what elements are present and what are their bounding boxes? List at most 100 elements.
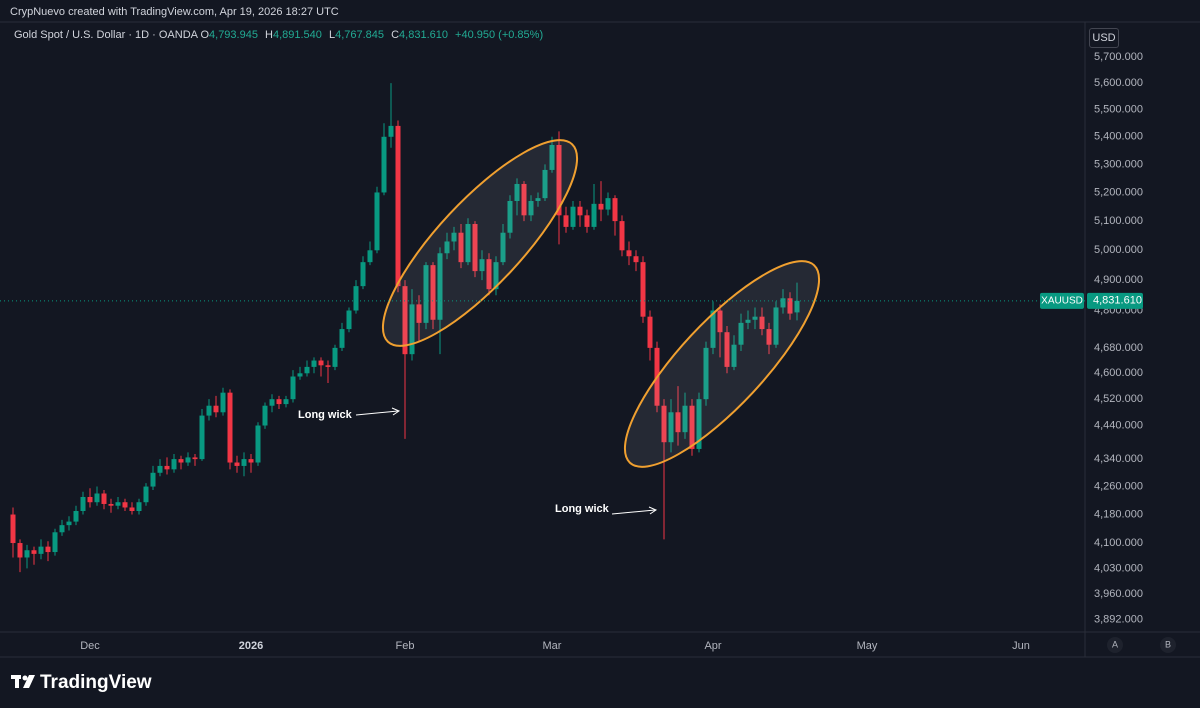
ohlc-key: H: [265, 29, 273, 41]
candle-body: [339, 329, 345, 348]
candle-body: [479, 259, 485, 272]
candle-body: [465, 223, 471, 263]
candle-body: [563, 215, 569, 227]
currency-button[interactable]: USD: [1089, 28, 1119, 48]
candle-body: [514, 183, 520, 201]
candle-body: [304, 366, 310, 374]
candle-body: [332, 347, 338, 367]
candle-body: [451, 232, 457, 242]
candle-body: [500, 232, 506, 263]
candle-body: [619, 221, 625, 251]
candle-body: [696, 399, 702, 449]
candle-body: [717, 310, 723, 333]
candle-body: [661, 405, 667, 443]
candle-body: [682, 405, 688, 433]
candle-body: [521, 183, 527, 216]
ohlc-key: L: [328, 29, 336, 41]
change: +40.950 (+0.85%): [455, 29, 544, 41]
candle-body: [633, 256, 639, 263]
candle-body: [738, 322, 744, 345]
candle-body: [374, 192, 380, 251]
candle-body: [59, 525, 65, 533]
candle-body: [409, 304, 415, 355]
candle-body: [689, 405, 695, 449]
last-price-box: [1087, 292, 1143, 309]
candle-body: [255, 425, 261, 463]
candle-body: [52, 532, 58, 553]
scale-button-label[interactable]: A: [1112, 639, 1118, 649]
candle-body: [752, 316, 758, 320]
logo-shape: [22, 675, 28, 681]
x-tick-label: May: [857, 640, 878, 652]
scale-button[interactable]: [1107, 637, 1123, 653]
credit: CrypNuevo created with TradingView.com, …: [10, 6, 339, 18]
last-price-label: 4,831.610: [1093, 295, 1142, 307]
y-tick-label: 5,500.000: [1094, 104, 1143, 116]
candle-body: [605, 198, 611, 210]
ohlc-key: O: [200, 29, 210, 41]
ohlc-value: 4,891.540: [272, 29, 322, 41]
annotation-arrowhead: [648, 506, 658, 515]
candle-body: [794, 300, 800, 313]
candle-body: [241, 459, 247, 466]
candle-body: [430, 265, 436, 320]
x-tick-label: Jun: [1012, 640, 1030, 652]
scale-button[interactable]: [1160, 637, 1176, 653]
candle-body: [171, 459, 177, 470]
candle-body: [745, 319, 751, 323]
candle-body: [787, 298, 793, 314]
candle-body: [766, 329, 772, 345]
candle-body: [395, 125, 401, 287]
candle-body: [423, 265, 429, 323]
candle-body: [73, 510, 79, 522]
candle-body: [17, 543, 23, 558]
candle-body: [598, 203, 604, 210]
candle-body: [444, 241, 450, 254]
candle-body: [647, 316, 653, 348]
candle-body: [220, 392, 226, 413]
candle-body: [108, 503, 114, 506]
annotation-arrow: [611, 509, 656, 515]
candle-body: [367, 250, 373, 263]
highlight-ellipse: [381, 139, 579, 347]
candle-body: [528, 200, 534, 216]
y-tick-label: 5,200.000: [1094, 186, 1143, 198]
candle-body: [150, 472, 156, 487]
candle-body: [66, 521, 72, 526]
background: [0, 22, 1200, 708]
candle-body: [157, 465, 163, 473]
x-tick-label: Mar: [543, 640, 562, 652]
candle-body: [262, 405, 268, 426]
symbol-title: Gold Spot / U.S. Dollar · 1D · OANDA: [14, 29, 198, 41]
candle-body: [703, 347, 709, 400]
candle-body: [24, 550, 30, 558]
ohlc-value: 4,793.945: [209, 29, 258, 41]
candle-body: [325, 365, 331, 367]
candle-body: [122, 502, 128, 508]
candle-body: [318, 360, 324, 366]
candle-body: [10, 514, 16, 544]
y-tick-label: 4,030.000: [1094, 562, 1143, 574]
candle-body: [185, 457, 191, 463]
candle-body: [542, 169, 548, 199]
x-tick-label: Feb: [396, 640, 415, 652]
scale-button-label[interactable]: B: [1165, 639, 1171, 649]
logo-shape: [15, 675, 19, 688]
annotation: Long wick: [298, 409, 353, 421]
candle-body: [549, 145, 555, 170]
candle-body: [192, 457, 198, 460]
candle-body: [311, 360, 317, 367]
ohlc-value: 4,831.610: [399, 29, 448, 41]
candle-body: [87, 496, 93, 503]
candle-body: [556, 145, 562, 216]
y-tick-label: 5,600.000: [1094, 77, 1143, 89]
y-tick-label: 4,900.000: [1094, 274, 1143, 286]
candle-body: [353, 286, 359, 311]
y-tick-label: 4,340.000: [1094, 453, 1143, 465]
y-tick-label: 4,680.000: [1094, 342, 1143, 354]
candle-body: [290, 376, 296, 400]
y-tick-label: 3,892.000: [1094, 614, 1143, 626]
candle-body: [780, 298, 786, 308]
candle-body: [360, 262, 366, 287]
